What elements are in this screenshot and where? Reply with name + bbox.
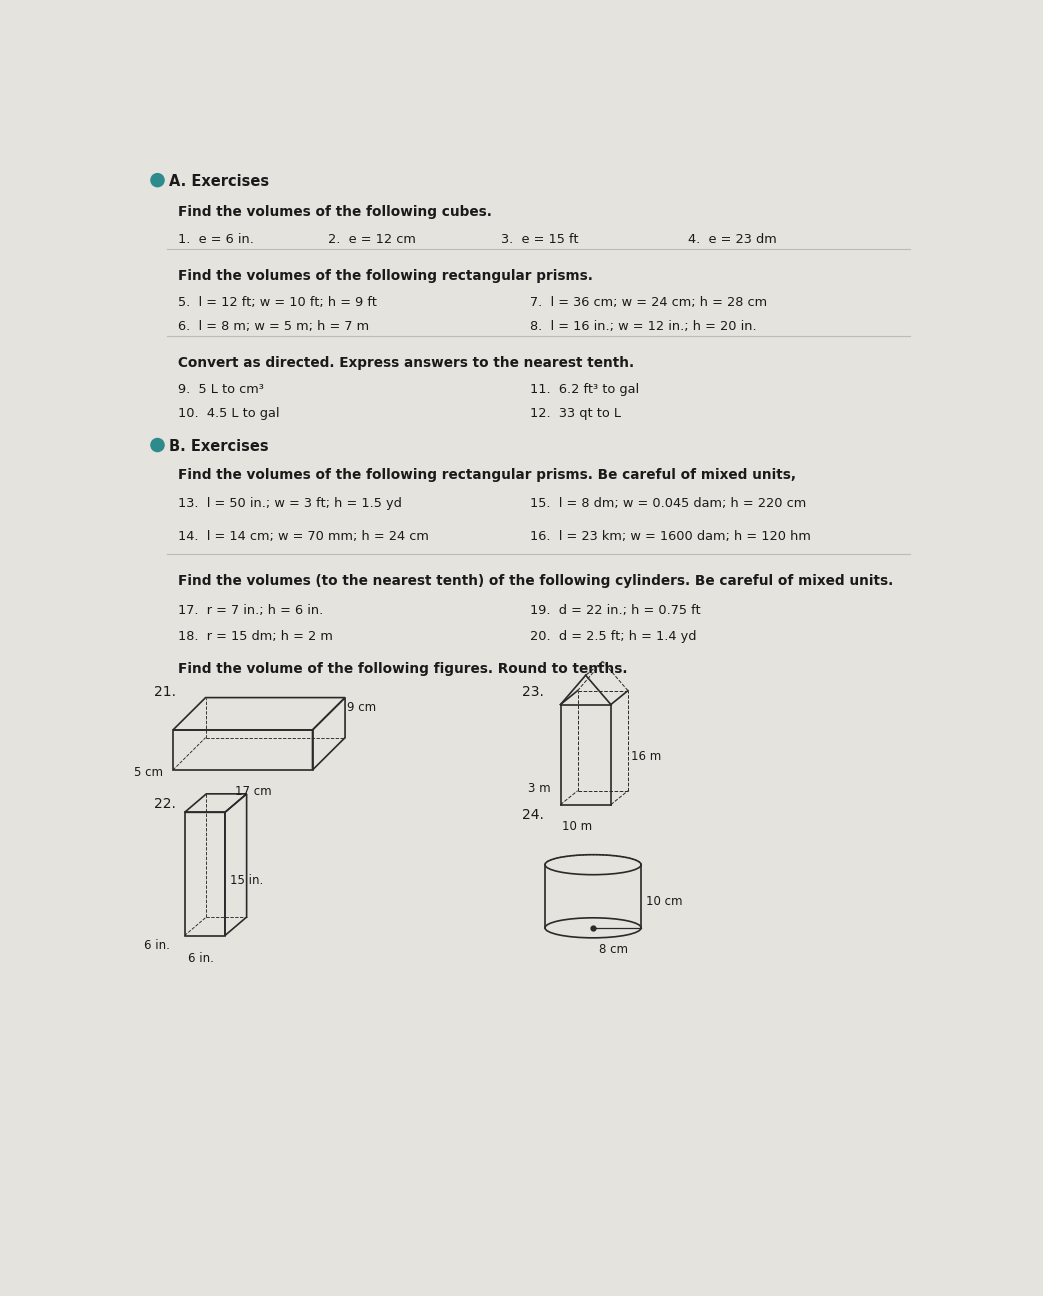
- Text: 23.: 23.: [522, 686, 543, 700]
- Text: 8.  l = 16 in.; w = 12 in.; h = 20 in.: 8. l = 16 in.; w = 12 in.; h = 20 in.: [530, 320, 756, 333]
- Text: 5.  l = 12 ft; w = 10 ft; h = 9 ft: 5. l = 12 ft; w = 10 ft; h = 9 ft: [178, 297, 378, 310]
- Text: 4.  e = 23 dm: 4. e = 23 dm: [688, 232, 777, 245]
- Text: 17 cm: 17 cm: [235, 785, 271, 798]
- Text: Find the volumes (to the nearest tenth) of the following cylinders. Be careful o: Find the volumes (to the nearest tenth) …: [178, 574, 894, 588]
- Text: 11.  6.2 ft³ to gal: 11. 6.2 ft³ to gal: [530, 384, 638, 397]
- Text: 3 m: 3 m: [528, 781, 551, 794]
- Text: 1.  e = 6 in.: 1. e = 6 in.: [178, 232, 254, 245]
- Text: B. Exercises: B. Exercises: [169, 439, 269, 454]
- Text: 13.  l = 50 in.; w = 3 ft; h = 1.5 yd: 13. l = 50 in.; w = 3 ft; h = 1.5 yd: [178, 498, 403, 511]
- Text: 3.  e = 15 ft: 3. e = 15 ft: [501, 232, 578, 245]
- Text: 5 cm: 5 cm: [135, 766, 164, 779]
- Text: 6.  l = 8 m; w = 5 m; h = 7 m: 6. l = 8 m; w = 5 m; h = 7 m: [178, 320, 369, 333]
- Text: 18.  r = 15 dm; h = 2 m: 18. r = 15 dm; h = 2 m: [178, 630, 334, 643]
- Text: 15 in.: 15 in.: [229, 874, 263, 886]
- Text: 10.  4.5 L to gal: 10. 4.5 L to gal: [178, 407, 280, 420]
- Circle shape: [151, 174, 164, 187]
- Text: 6 in.: 6 in.: [188, 953, 214, 966]
- Circle shape: [151, 438, 164, 451]
- Text: 10 m: 10 m: [562, 820, 592, 833]
- Text: 12.  33 qt to L: 12. 33 qt to L: [530, 407, 621, 420]
- Text: 22.: 22.: [153, 797, 175, 811]
- Text: Find the volume of the following figures. Round to tenths.: Find the volume of the following figures…: [178, 662, 628, 677]
- Text: 16.  l = 23 km; w = 1600 dam; h = 120 hm: 16. l = 23 km; w = 1600 dam; h = 120 hm: [530, 530, 810, 543]
- Text: 16 m: 16 m: [631, 749, 661, 762]
- Text: Convert as directed. Express answers to the nearest tenth.: Convert as directed. Express answers to …: [178, 355, 634, 369]
- Text: 24.: 24.: [522, 809, 543, 823]
- Text: Find the volumes of the following rectangular prisms.: Find the volumes of the following rectan…: [178, 268, 593, 283]
- Text: Find the volumes of the following cubes.: Find the volumes of the following cubes.: [178, 205, 492, 219]
- Text: 20.  d = 2.5 ft; h = 1.4 yd: 20. d = 2.5 ft; h = 1.4 yd: [530, 630, 696, 643]
- Text: 2.  e = 12 cm: 2. e = 12 cm: [328, 232, 416, 245]
- Text: 7.  l = 36 cm; w = 24 cm; h = 28 cm: 7. l = 36 cm; w = 24 cm; h = 28 cm: [530, 297, 767, 310]
- Text: 9 cm: 9 cm: [347, 701, 377, 714]
- Text: 6 in.: 6 in.: [144, 940, 170, 953]
- Text: 8 cm: 8 cm: [600, 943, 628, 956]
- Text: 9.  5 L to cm³: 9. 5 L to cm³: [178, 384, 264, 397]
- Text: 10 cm: 10 cm: [646, 896, 682, 908]
- Text: 15.  l = 8 dm; w = 0.045 dam; h = 220 cm: 15. l = 8 dm; w = 0.045 dam; h = 220 cm: [530, 498, 806, 511]
- Text: 21.: 21.: [153, 686, 175, 700]
- Text: 19.  d = 22 in.; h = 0.75 ft: 19. d = 22 in.; h = 0.75 ft: [530, 604, 700, 617]
- Text: 14.  l = 14 cm; w = 70 mm; h = 24 cm: 14. l = 14 cm; w = 70 mm; h = 24 cm: [178, 530, 430, 543]
- Text: Find the volumes of the following rectangular prisms. Be careful of mixed units,: Find the volumes of the following rectan…: [178, 468, 797, 482]
- Text: A. Exercises: A. Exercises: [169, 174, 269, 189]
- Text: 17.  r = 7 in.; h = 6 in.: 17. r = 7 in.; h = 6 in.: [178, 604, 323, 617]
